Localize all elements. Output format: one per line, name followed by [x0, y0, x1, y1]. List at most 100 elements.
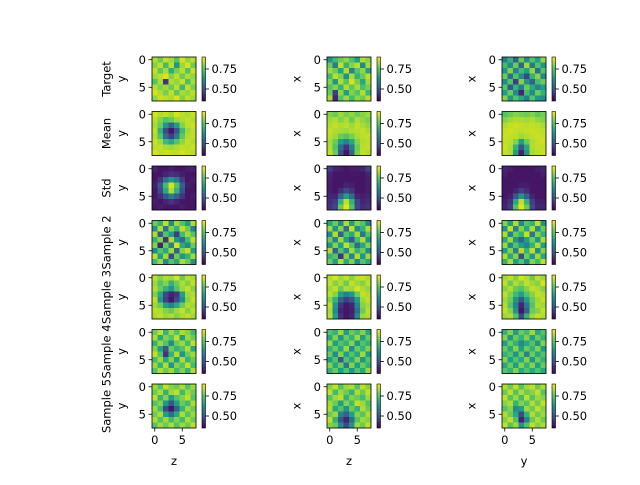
heatmap-cell: [185, 329, 191, 336]
heatmap-cell: [513, 248, 519, 254]
colorbar: [551, 329, 556, 374]
heatmap-cell: [157, 422, 164, 429]
heatmap-cell: [518, 395, 525, 401]
heatmap-cell: [152, 329, 158, 336]
heatmap-cell: [365, 199, 372, 205]
heatmap-cell: [343, 242, 350, 249]
heatmap-cell: [327, 237, 333, 243]
heatmap-cell: [502, 133, 508, 140]
heatmap-cell: [174, 335, 180, 341]
heatmap-cell: [502, 84, 508, 91]
heatmap-cell: [163, 400, 169, 407]
heatmap-cell: [168, 291, 175, 298]
heatmap-cell: [157, 275, 164, 281]
heatmap-cell: [152, 291, 158, 298]
heatmap-cell: [179, 231, 186, 238]
heatmap-cell: [354, 422, 361, 429]
heatmap-cell: [343, 57, 350, 63]
heatmap-cell: [365, 122, 372, 129]
heatmap-cell: [529, 313, 536, 320]
heatmap-cell: [185, 73, 191, 80]
heatmap-cell: [163, 139, 169, 145]
heatmap-cell: [529, 389, 536, 396]
heatmap-cell: [157, 231, 164, 238]
heatmap-cell: [168, 84, 175, 91]
heatmap-cell: [524, 111, 530, 118]
heatmap-cell: [174, 122, 180, 129]
heatmap-cell: [518, 90, 525, 96]
heatmap-cell: [365, 340, 372, 347]
heatmap-cell: [163, 117, 169, 123]
heatmap-cell: [152, 133, 158, 140]
heatmap-cell: [535, 128, 541, 134]
heatmap-cell: [168, 313, 175, 320]
heatmap-cell: [513, 166, 519, 172]
heatmap-cell: [513, 188, 519, 194]
heatmap-cell: [535, 122, 541, 129]
heatmap-cell: [365, 62, 372, 69]
heatmap-cell: [507, 248, 514, 254]
colorbar-tick-label: 0.50: [562, 355, 588, 369]
heatmap-cell: [163, 351, 169, 358]
y-axis-label: y: [115, 184, 129, 191]
y-tick-label: 0: [139, 325, 146, 339]
heatmap-cell: [535, 280, 541, 287]
heatmap-cell: [518, 231, 525, 238]
heatmap-cell: [190, 357, 197, 363]
heatmap-cell: [354, 122, 361, 129]
heatmap-cell: [179, 357, 186, 363]
heatmap-cell: [185, 150, 191, 156]
heatmap-cell: [152, 335, 158, 341]
colorbar-tick-label: 0.75: [212, 117, 238, 131]
heatmap-cell: [518, 335, 525, 341]
heatmap-cell: [354, 150, 361, 156]
heatmap-cell: [185, 220, 191, 227]
heatmap-cell: [179, 220, 186, 227]
heatmap-cell: [524, 188, 530, 194]
heatmap-cell: [338, 275, 344, 281]
heatmap-cell: [349, 226, 355, 232]
heatmap-cell: [327, 111, 333, 118]
axes-frame: [326, 111, 372, 156]
axes-frame: [326, 165, 372, 211]
heatmap-cell: [327, 389, 333, 396]
heatmap-cell: [354, 302, 361, 309]
heatmap-cell: [179, 90, 186, 96]
heatmap-cell: [185, 133, 191, 140]
y-tick-label: 5: [489, 407, 496, 421]
heatmap-cell: [360, 111, 366, 118]
heatmap-cell: [327, 297, 333, 303]
heatmap-cell: [343, 286, 350, 292]
colorbar: [551, 220, 556, 265]
heatmap-cell: [190, 62, 197, 69]
heatmap-cell: [529, 411, 536, 418]
heatmap-cell: [174, 231, 180, 238]
heatmap-cell: [524, 389, 530, 396]
heatmap-cell: [174, 351, 180, 358]
heatmap-cell: [163, 340, 169, 347]
heatmap-cell: [513, 417, 519, 423]
heatmap-cell: [327, 302, 333, 309]
heatmap-cell: [529, 122, 536, 129]
heatmap-cell: [524, 166, 530, 172]
heatmap-cell: [332, 188, 339, 194]
x-tick-label: 0: [151, 433, 158, 447]
heatmap-cell: [163, 313, 169, 320]
heatmap-cell: [524, 406, 530, 412]
heatmap-cell: [535, 400, 541, 407]
heatmap-cell: [502, 144, 508, 151]
heatmap-cell: [332, 275, 339, 281]
heatmap-cell: [157, 384, 164, 390]
heatmap-cell: [513, 122, 519, 129]
colorbar-tick-label: 0.50: [212, 246, 238, 260]
heatmap-cell: [354, 231, 361, 238]
colorbar-tick-label: 0.75: [387, 335, 413, 349]
heatmap-cell: [360, 313, 366, 320]
heatmap-cell: [529, 188, 536, 194]
heatmap-cell: [157, 237, 164, 243]
heatmap-cell: [179, 122, 186, 129]
heatmap-cell: [540, 351, 547, 358]
heatmap-cell: [513, 280, 519, 287]
y-axis-label: x: [465, 184, 479, 191]
heatmap-cell: [535, 253, 541, 260]
